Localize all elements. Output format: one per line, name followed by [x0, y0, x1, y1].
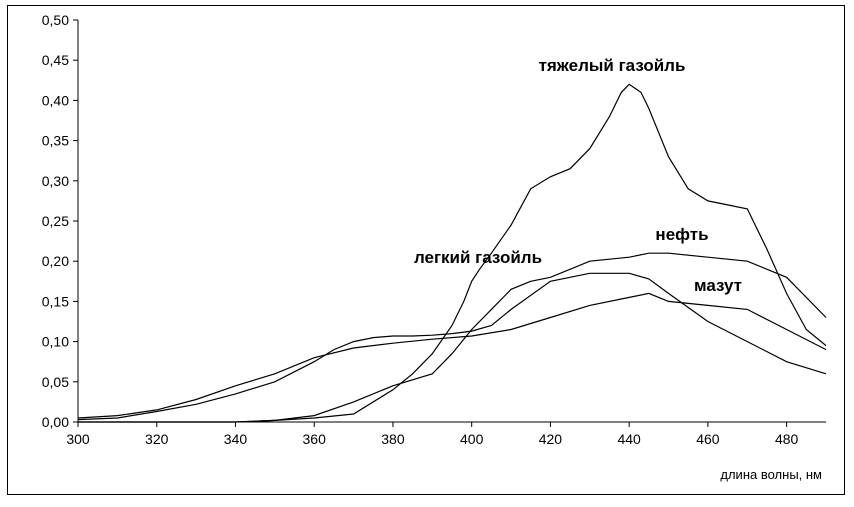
x-tick-label: 400: [460, 431, 484, 447]
x-tick-label: 340: [224, 431, 248, 447]
x-tick-label: 420: [539, 431, 563, 447]
x-tick-label: 360: [303, 431, 327, 447]
y-tick-label: 0,35: [42, 133, 69, 149]
series-annotation: тяжелый газойль: [539, 56, 686, 75]
y-tick-label: 0,45: [42, 52, 69, 68]
series-annotation: нефть: [655, 225, 708, 244]
y-tick-label: 0,15: [42, 293, 69, 309]
x-tick-label: 380: [381, 431, 405, 447]
x-tick-label: 320: [145, 431, 169, 447]
axes: [77, 20, 826, 423]
y-tick-label: 0,25: [42, 213, 69, 229]
x-tick-label: 460: [696, 431, 720, 447]
x-ticks: 300 320 340 360 380 400 420 440 460 480: [66, 422, 799, 447]
series-annotation: легкий газойль: [414, 248, 542, 267]
y-tick-label: 0,40: [42, 92, 69, 108]
series-annotation: мазут: [694, 276, 742, 295]
y-tick-label: 0,50: [42, 12, 69, 28]
y-ticks: 0,00 0,05 0,10 0,15 0,20 0,25 0,30 0,35 0,40 0,45…: [42, 12, 78, 430]
x-axis-label: длина волны, нм: [720, 467, 822, 482]
series-line: [78, 252, 827, 423]
series-line: [77, 292, 827, 419]
series-lines: [77, 83, 827, 423]
y-tick-label: 0,10: [42, 334, 69, 350]
x-tick-label: 440: [617, 431, 641, 447]
y-tick-label: 0,30: [42, 173, 69, 189]
y-tick-label: 0,00: [42, 414, 69, 430]
x-tick-label: 480: [775, 431, 799, 447]
x-tick-label: 300: [66, 431, 90, 447]
series-line: [78, 83, 827, 423]
y-tick-label: 0,20: [42, 253, 69, 269]
y-tick-label: 0,05: [42, 374, 69, 390]
annotations: тяжелый газойль легкий газойль нефть мазут: [414, 56, 742, 295]
series-line: [77, 272, 827, 421]
